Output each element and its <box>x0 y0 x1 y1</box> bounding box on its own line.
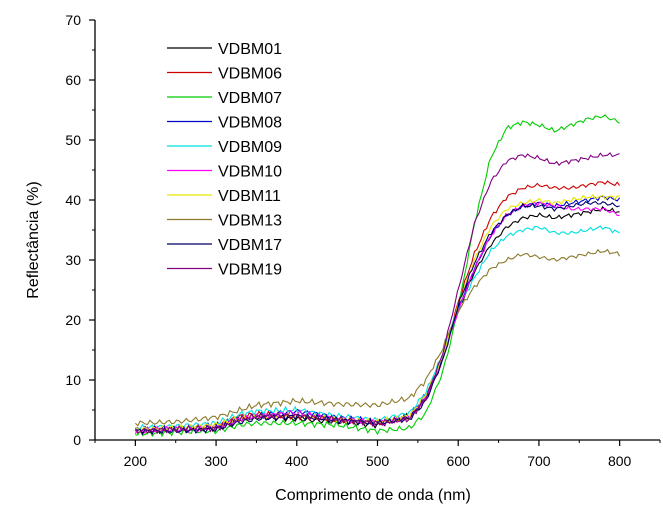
x-tick-label: 800 <box>608 453 632 469</box>
series-VDBM19 <box>134 152 620 435</box>
series-VDBM17 <box>135 200 620 436</box>
y-tick-label: 20 <box>65 312 81 328</box>
y-tick-label: 40 <box>65 192 81 208</box>
y-tick-label: 10 <box>65 372 81 388</box>
series-VDBM11 <box>135 193 620 433</box>
x-tick-label: 400 <box>285 453 309 469</box>
legend: VDBM01 VDBM06 VDBM07 VDBM08 VDBM09 VDBM10 VDBM… <box>167 41 282 279</box>
x-tick-label: 700 <box>527 453 551 469</box>
series-line <box>135 248 621 427</box>
series-VDBM01 <box>135 205 620 435</box>
legend-label: VDBM01 <box>218 41 282 58</box>
legend-label: VDBM10 <box>218 164 282 181</box>
y-tick-label: 60 <box>65 72 81 88</box>
y-tick-label: 50 <box>65 132 81 148</box>
series-line <box>135 205 620 435</box>
series-VDBM09 <box>135 225 620 431</box>
series-VDBM08 <box>135 195 621 432</box>
legend-label: VDBM17 <box>218 237 282 254</box>
legend-label: VDBM09 <box>218 139 282 156</box>
legend-label: VDBM19 <box>218 262 282 279</box>
legend-label: VDBM08 <box>218 115 282 132</box>
legend-label: VDBM11 <box>218 188 281 205</box>
legend-label: VDBM13 <box>218 213 282 230</box>
series-line <box>135 195 621 432</box>
x-tick-label: 200 <box>124 453 148 469</box>
x-tick-label: 300 <box>204 453 228 469</box>
y-axis-title: Reflectância (%) <box>25 181 42 298</box>
series-line <box>135 114 620 438</box>
series-line <box>134 201 620 435</box>
legend-label: VDBM07 <box>218 90 282 107</box>
x-tick-label: 600 <box>447 453 471 469</box>
x-axis-title: Comprimento de onda (nm) <box>275 487 471 504</box>
series-line <box>135 200 620 436</box>
series-VDBM07 <box>135 114 620 438</box>
legend-label: VDBM06 <box>218 66 282 83</box>
series-line <box>134 152 620 435</box>
series-layer <box>134 114 621 438</box>
series-VDBM10 <box>134 201 620 435</box>
y-tick-label: 0 <box>73 432 81 448</box>
y-tick-label: 70 <box>65 12 81 28</box>
x-tick-label: 500 <box>366 453 390 469</box>
axes-layer: 200 300 400 500 600 700 800 0 10 20 30 40 50 60 70 <box>65 12 661 469</box>
y-tick-label: 30 <box>65 252 81 268</box>
series-VDBM13 <box>135 248 621 427</box>
series-line <box>135 193 620 433</box>
series-line <box>135 225 620 431</box>
